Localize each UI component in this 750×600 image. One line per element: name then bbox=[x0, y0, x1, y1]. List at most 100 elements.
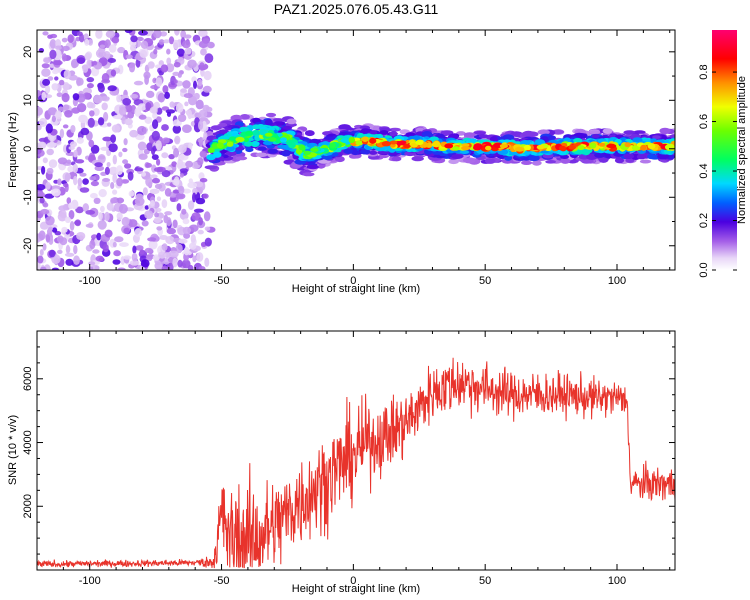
signal-blob bbox=[524, 144, 531, 151]
noise-blob bbox=[88, 139, 95, 148]
noise-blob bbox=[37, 141, 47, 149]
signal-blob bbox=[360, 128, 371, 134]
x-tick-label: 50 bbox=[479, 275, 491, 287]
noise-blob bbox=[171, 161, 177, 168]
signal-blob bbox=[389, 127, 401, 132]
snr-x-axis-label: Height of straight line (km) bbox=[292, 583, 420, 595]
noise-blob bbox=[116, 212, 123, 221]
noise-blob bbox=[45, 181, 51, 190]
noise-blob bbox=[82, 203, 90, 212]
noise-blob bbox=[150, 200, 155, 207]
noise-blob bbox=[43, 57, 52, 64]
noise-blob bbox=[118, 203, 128, 214]
noise-blob bbox=[38, 117, 48, 127]
signal-blob bbox=[244, 141, 253, 147]
noise-blob bbox=[154, 64, 163, 69]
noise-blob bbox=[76, 137, 84, 144]
noise-blob bbox=[54, 76, 59, 81]
noise-blob bbox=[64, 110, 73, 118]
noise-blob bbox=[48, 159, 58, 169]
noise-blob bbox=[87, 117, 95, 128]
noise-blob bbox=[91, 264, 100, 270]
noise-blob bbox=[117, 46, 126, 54]
signal-blob bbox=[304, 130, 315, 137]
noise-blob bbox=[103, 111, 109, 122]
signal-blob bbox=[614, 157, 625, 164]
noise-blob bbox=[199, 62, 205, 71]
noise-blob bbox=[166, 48, 171, 55]
snr-x-ticks: -100 -50 0 50 100 bbox=[36, 331, 671, 587]
noise-blob bbox=[137, 125, 147, 136]
noise-blob bbox=[106, 202, 114, 211]
noise-blob bbox=[59, 209, 67, 219]
noise-blob bbox=[133, 80, 144, 86]
noise-blob bbox=[100, 96, 110, 101]
noise-blob bbox=[193, 92, 200, 100]
noise-blob bbox=[174, 135, 181, 145]
noise-blob bbox=[117, 267, 126, 270]
noise-blob bbox=[163, 39, 170, 44]
noise-blob bbox=[175, 102, 184, 113]
noise-blob bbox=[191, 212, 201, 221]
noise-blob bbox=[73, 149, 78, 158]
noise-blob bbox=[112, 189, 118, 195]
noise-blob bbox=[198, 109, 208, 119]
noise-blob bbox=[196, 252, 204, 262]
noise-blob bbox=[172, 257, 178, 268]
noise-blob bbox=[199, 178, 208, 183]
noise-blob bbox=[141, 220, 149, 227]
noise-blob bbox=[51, 267, 59, 270]
noise-blob bbox=[37, 255, 44, 264]
noise-blob bbox=[41, 91, 46, 101]
noise-blob bbox=[147, 61, 155, 69]
noise-blob bbox=[118, 151, 123, 158]
signal-blob bbox=[665, 144, 675, 151]
noise-blob bbox=[157, 251, 167, 259]
noise-blob bbox=[142, 187, 148, 196]
noise-blob bbox=[134, 167, 144, 172]
signal-blob bbox=[298, 144, 306, 151]
noise-blob bbox=[86, 83, 94, 89]
signal-blob bbox=[255, 152, 268, 158]
signal-blob bbox=[547, 135, 557, 141]
noise-blob bbox=[108, 44, 117, 53]
noise-blob bbox=[70, 125, 76, 133]
noise-blob bbox=[64, 252, 75, 257]
signal-blob bbox=[281, 150, 291, 157]
signal-blob bbox=[467, 138, 478, 143]
signal-blob bbox=[463, 132, 476, 138]
noise-blob bbox=[202, 193, 209, 199]
signal-blob bbox=[560, 157, 571, 164]
noise-blob bbox=[151, 154, 159, 161]
signal-blob bbox=[522, 130, 535, 138]
noise-blob bbox=[153, 30, 162, 39]
noise-blob bbox=[166, 57, 172, 65]
noise-blob bbox=[100, 205, 105, 213]
noise-blob bbox=[116, 197, 125, 204]
signal-blob bbox=[623, 153, 635, 159]
noise-blob bbox=[161, 124, 169, 131]
noise-blob bbox=[80, 127, 90, 136]
noise-blob bbox=[123, 227, 130, 234]
noise-blob bbox=[134, 228, 142, 237]
signal-blob bbox=[451, 154, 464, 159]
signal-blob bbox=[537, 129, 550, 135]
noise-blob bbox=[73, 244, 78, 255]
signal-blob bbox=[391, 156, 402, 162]
noise-blob bbox=[92, 60, 98, 66]
noise-blob bbox=[173, 61, 181, 68]
noise-blob bbox=[39, 249, 44, 256]
noise-blob bbox=[122, 159, 129, 165]
signal-blob bbox=[560, 154, 569, 159]
noise-blob bbox=[83, 33, 89, 39]
noise-blob bbox=[198, 266, 206, 270]
signal-blob bbox=[340, 138, 350, 143]
noise-blob bbox=[124, 163, 132, 169]
noise-blob bbox=[161, 170, 171, 178]
signal-blob bbox=[280, 137, 287, 143]
noise-blob bbox=[203, 70, 212, 81]
noise-blob bbox=[161, 106, 170, 111]
x-tick-label: -50 bbox=[214, 275, 230, 287]
signal-blob bbox=[521, 160, 533, 165]
